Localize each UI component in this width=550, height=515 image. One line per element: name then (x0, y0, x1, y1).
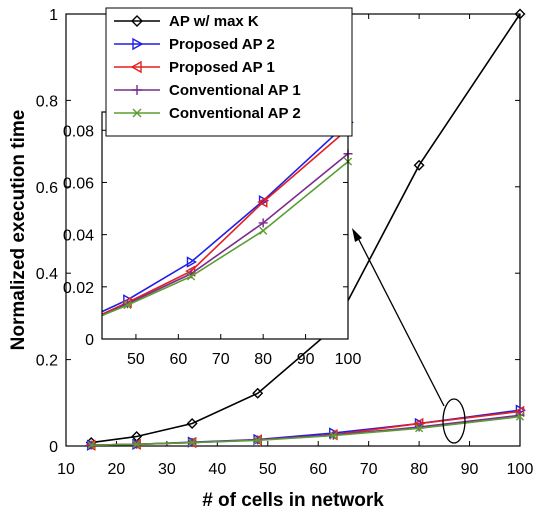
x-tick-label: 90 (461, 461, 479, 478)
x-tick-label: 70 (360, 461, 378, 478)
y-tick-label: 0 (85, 332, 94, 349)
data-point-conventional-ap-2 (259, 226, 268, 235)
data-point-conventional-ap-2 (329, 431, 338, 440)
legend-entries: AP w/ max K Proposed AP 2 Proposed AP 1 Con… (114, 13, 301, 122)
zoom-arrow-head (352, 228, 362, 242)
legend-label-conventional-ap-1: Conventional AP 1 (169, 82, 301, 99)
x-tick-label: 40 (208, 461, 226, 478)
legend-box (105, 7, 353, 137)
y-tick-label: 0.2 (36, 353, 58, 370)
y-tick-label: 0.08 (63, 123, 94, 140)
data-point-conventional-ap-2 (132, 440, 141, 449)
main-axis-ticks: 10 20 30 40 50 60 70 80 90 100 0 0.2 0.4 0.6 0.8 1 (36, 7, 534, 478)
data-point-conventional-ap-1 (515, 410, 525, 420)
data-point-proposed-ap-2 (258, 195, 270, 207)
data-point-conventional-ap-1 (414, 422, 424, 432)
x-tick-label: 60 (309, 461, 327, 478)
data-point-conventional-ap-1 (258, 218, 268, 228)
x-tick-label: 50 (259, 461, 277, 478)
data-point-conventional-ap-2 (188, 438, 197, 447)
x-tick-label: 60 (169, 351, 187, 368)
series-line-ap-w-max-k (91, 13, 521, 444)
y-tick-label: 0.6 (36, 180, 58, 197)
series-line-conventional-ap-2 (91, 415, 521, 446)
data-point-conventional-ap-2 (253, 436, 262, 445)
main-series-group (85, 8, 526, 451)
x-tick-label: 20 (108, 461, 126, 478)
x-tick-label: 80 (410, 461, 428, 478)
y-tick-label: 0.02 (63, 280, 94, 297)
x-tick-label: 90 (297, 351, 315, 368)
legend-label-proposed-ap-2: Proposed AP 2 (169, 36, 275, 53)
x-axis-title: # of cells in network (202, 490, 384, 511)
legend-label-ap-w-max-k: AP w/ max K (169, 13, 259, 30)
legend-marker-proposed-ap-2 (132, 37, 144, 51)
series-line-proposed-ap-2 (91, 409, 521, 446)
x-tick-label: 70 (212, 351, 230, 368)
legend-marker-conventional-ap-1 (132, 85, 142, 95)
zoom-arrow-line (356, 235, 445, 407)
series-line-proposed-ap-1 (91, 410, 521, 446)
x-tick-label: 100 (335, 351, 362, 368)
x-tick-label: 100 (507, 461, 534, 478)
legend-marker-ap-w-max-k (131, 15, 143, 27)
zoom-region-ellipse (442, 398, 466, 444)
series-line-proposed-ap-2 (101, 121, 349, 313)
data-point-ap-w-max-k (413, 159, 425, 171)
data-point-ap-w-max-k (252, 387, 264, 399)
x-tick-label: 30 (158, 461, 176, 478)
legend-label-proposed-ap-1: Proposed AP 1 (169, 59, 275, 76)
data-point-conventional-ap-2 (186, 272, 196, 281)
y-tick-label: 0.8 (36, 93, 58, 110)
y-tick-label: 0 (49, 439, 58, 456)
data-point-proposed-ap-1 (257, 196, 268, 208)
legend-marker-proposed-ap-1 (130, 60, 142, 74)
y-axis-title: Normalized execution time (8, 110, 29, 351)
x-tick-label: 80 (254, 351, 272, 368)
data-point-conventional-ap-2 (123, 300, 132, 310)
y-tick-label: 0.06 (63, 175, 94, 192)
data-point-ap-w-max-k (514, 8, 526, 20)
legend-label-conventional-ap-2: Conventional AP 2 (169, 105, 301, 122)
data-point-conventional-ap-2 (87, 441, 96, 450)
x-tick-label: 10 (57, 461, 75, 478)
y-tick-label: 1 (49, 7, 58, 24)
data-point-ap-w-max-k (186, 418, 198, 430)
data-point-conventional-ap-2 (515, 412, 525, 421)
data-point-proposed-ap-2 (186, 256, 198, 268)
y-tick-label: 0.04 (63, 228, 94, 245)
legend-marker-conventional-ap-2 (132, 108, 142, 118)
inset-background (102, 112, 348, 339)
x-tick-label: 50 (127, 351, 145, 368)
y-tick-label: 0.4 (36, 266, 58, 283)
data-point-conventional-ap-2 (415, 424, 424, 433)
